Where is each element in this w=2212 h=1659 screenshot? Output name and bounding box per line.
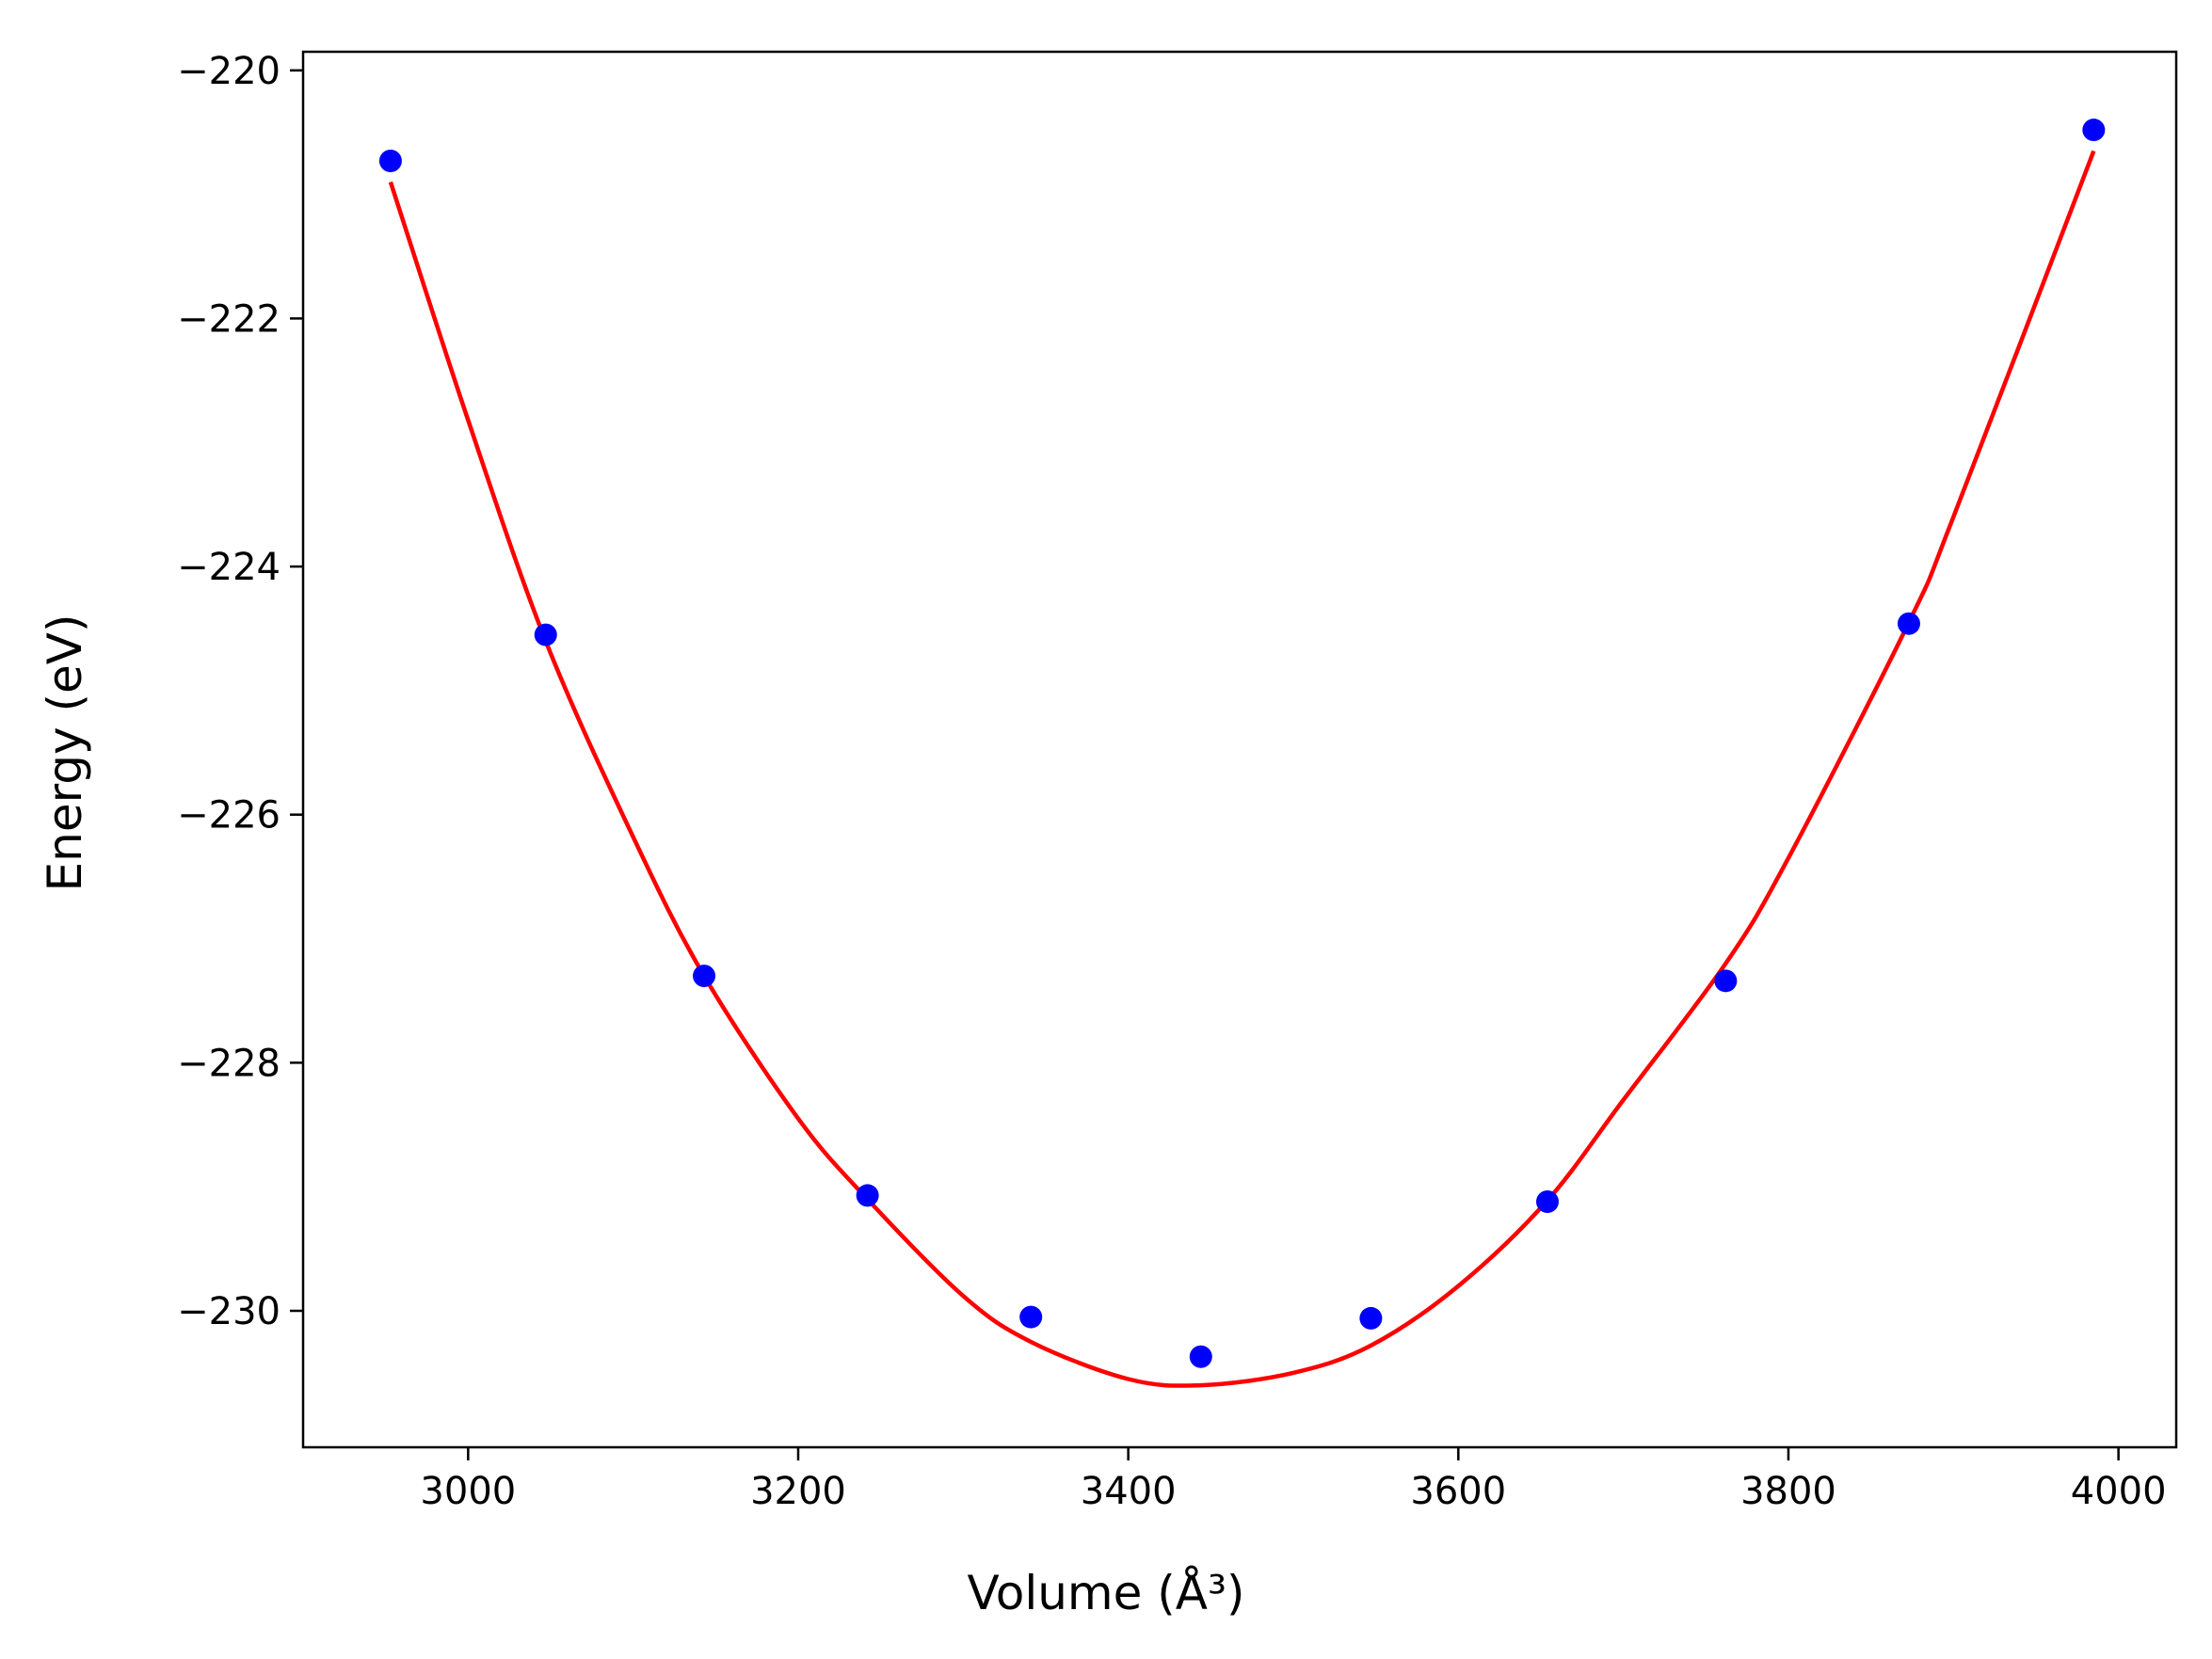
fit-curve-line (388, 150, 2096, 1388)
plot-area (378, 119, 2106, 1388)
axis-ticks: 3000 3200 3400 3600 3800 4000 −230 −228 −226 −224… (177, 50, 2166, 1513)
x-tick-label: 3600 (1410, 1470, 1506, 1513)
data-point (856, 1184, 879, 1207)
data-point (1714, 969, 1738, 993)
data-point (693, 965, 716, 988)
x-tick-label: 3200 (750, 1470, 846, 1513)
data-point (2082, 119, 2106, 142)
data-point (1189, 1345, 1212, 1368)
data-point (1019, 1305, 1043, 1329)
x-tick-label: 3400 (1081, 1470, 1177, 1513)
y-tick-label: −230 (177, 1290, 281, 1333)
y-axis-label: Energy (eV) (38, 614, 92, 892)
y-tick-label: −220 (177, 50, 281, 93)
x-tick-label: 4000 (2071, 1470, 2167, 1513)
y-tick-label: −228 (177, 1042, 281, 1085)
x-axis-label: Volume (Å³) (967, 1566, 1244, 1620)
data-point (534, 623, 557, 646)
x-tick-label: 3800 (1740, 1470, 1836, 1513)
data-point (378, 150, 402, 173)
axes-frame (301, 50, 2178, 1449)
y-tick-label: −224 (177, 546, 281, 589)
data-point (1897, 612, 1920, 635)
x-tick-label: 3000 (420, 1470, 516, 1513)
y-tick-label: −222 (177, 297, 281, 341)
data-point (1535, 1189, 1559, 1213)
data-point (1359, 1306, 1383, 1330)
y-tick-label: −226 (177, 794, 281, 837)
